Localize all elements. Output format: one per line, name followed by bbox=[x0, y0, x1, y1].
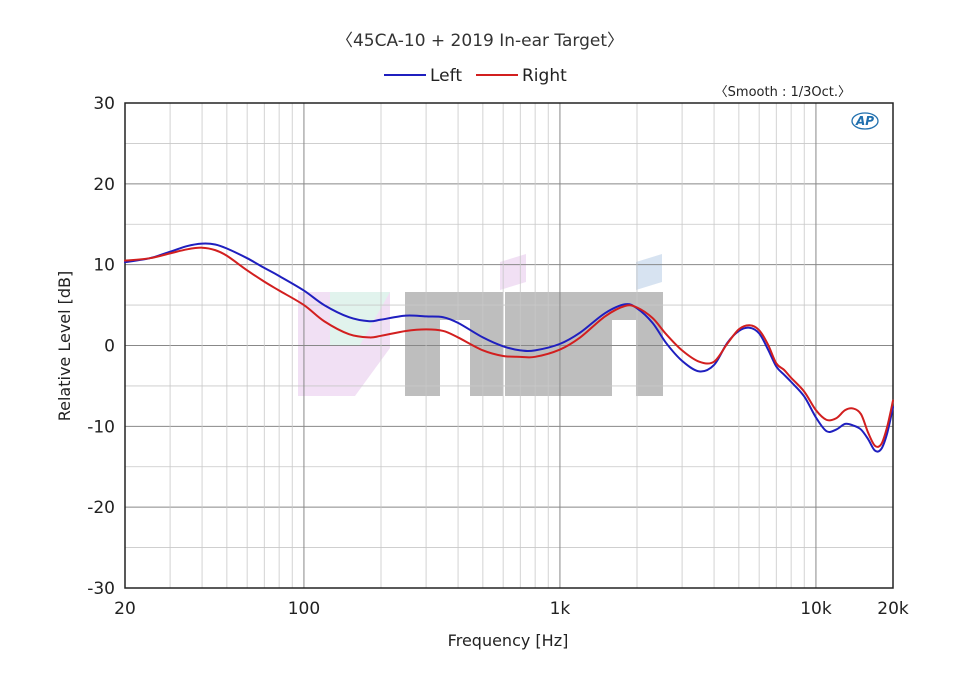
x-tick-label: 100 bbox=[288, 599, 320, 619]
x-tick-label: 10k bbox=[800, 599, 832, 619]
brand-mark: AP bbox=[851, 112, 879, 130]
y-tick-label: -30 bbox=[87, 579, 115, 599]
x-tick-label: 20k bbox=[877, 599, 909, 619]
y-tick-label: 10 bbox=[93, 256, 115, 276]
plot-area bbox=[124, 102, 894, 589]
series-line-right bbox=[124, 246, 894, 448]
watermark-block-3 bbox=[505, 292, 545, 396]
legend: Left Right bbox=[384, 66, 567, 86]
y-tick-label: -20 bbox=[87, 498, 115, 518]
chart-title: 〈45CA-10 + 2019 In-ear Target〉 bbox=[336, 31, 624, 51]
y-tick-label: 30 bbox=[93, 94, 115, 114]
watermark-gap-2 bbox=[612, 320, 636, 396]
series-layer bbox=[124, 242, 894, 453]
grid bbox=[124, 102, 894, 589]
x-tick-label: 20 bbox=[114, 599, 136, 619]
y-tick-label: 20 bbox=[93, 175, 115, 195]
smoothing-note: 〈Smooth : 1/3Oct.〉 bbox=[715, 85, 851, 100]
y-tick-label: -10 bbox=[87, 417, 115, 437]
brand-mark-oval bbox=[851, 112, 879, 130]
x-axis-label: Frequency [Hz] bbox=[448, 631, 569, 650]
y-tick-label: 0 bbox=[104, 337, 115, 357]
legend-label-right: Right bbox=[522, 66, 567, 86]
watermark-gap-1 bbox=[440, 320, 470, 396]
watermark-accent-2 bbox=[636, 254, 662, 290]
watermark-accent-1 bbox=[500, 254, 526, 290]
y-axis-label: Relative Level [dB] bbox=[55, 271, 74, 422]
brand-mark-text: AP bbox=[855, 114, 874, 128]
watermark-block-4 bbox=[543, 292, 663, 396]
x-tick-label: 1k bbox=[550, 599, 571, 619]
series-line-left bbox=[124, 242, 894, 453]
legend-label-left: Left bbox=[430, 66, 462, 86]
watermark-logo bbox=[298, 254, 663, 396]
